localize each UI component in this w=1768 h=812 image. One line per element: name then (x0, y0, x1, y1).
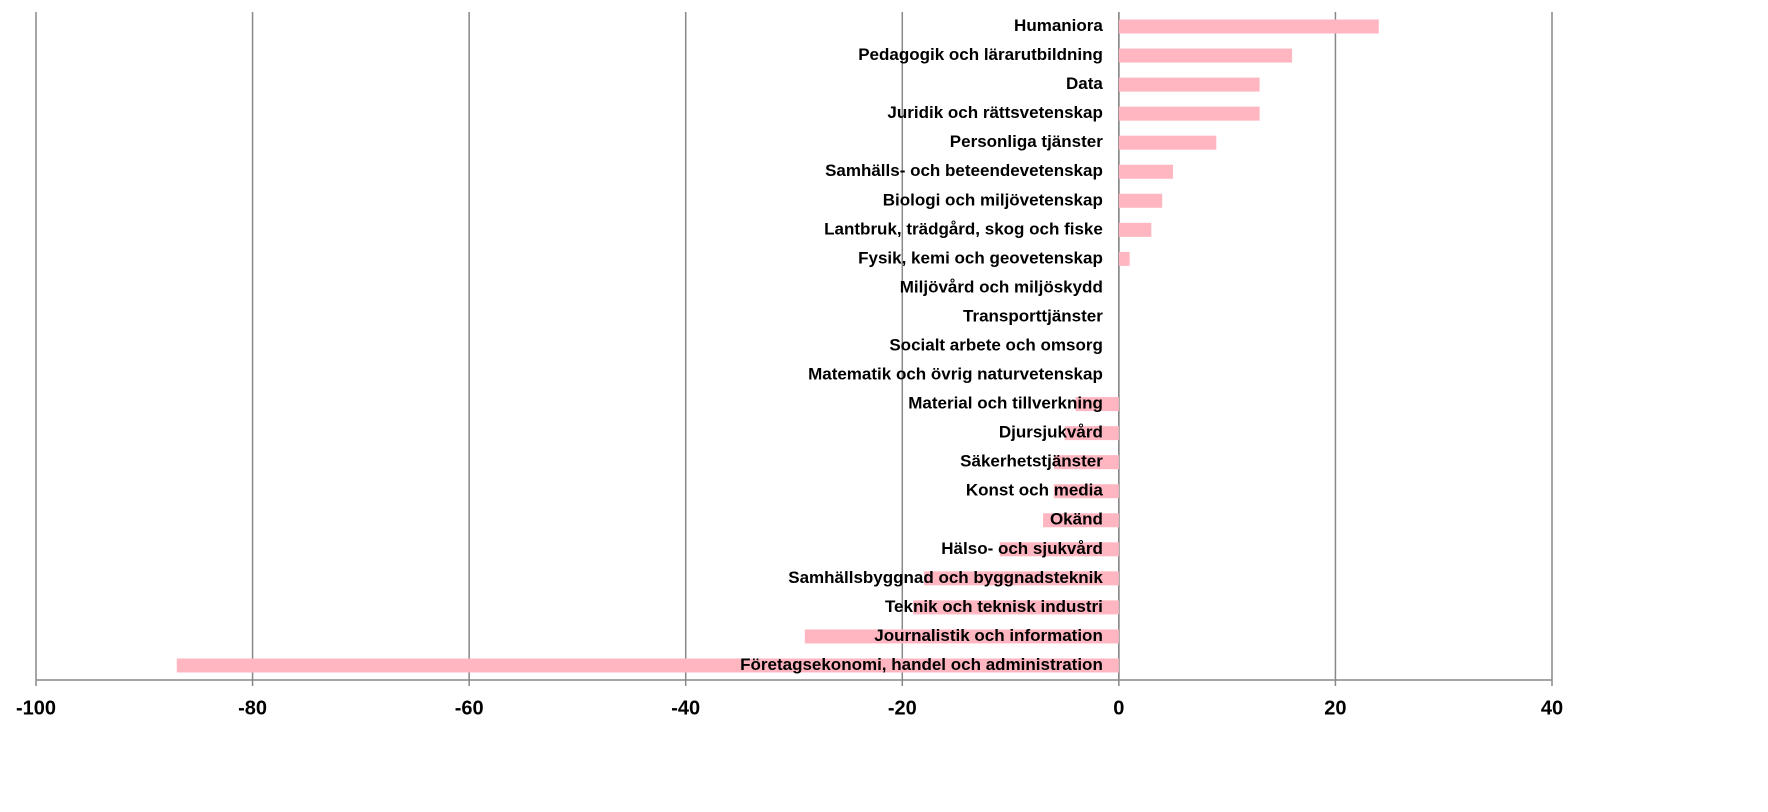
bar (1118, 48, 1293, 63)
bar (804, 629, 1119, 644)
category-label: Juridik och rättsvetenskap (887, 103, 1102, 122)
bar (1075, 397, 1119, 412)
bar (999, 542, 1119, 557)
category-label: Lantbruk, trädgård, skog och fiske (824, 219, 1103, 238)
category-label: Okänd (1050, 510, 1103, 529)
category-label: Samhälls- och beteendevetenskap (825, 161, 1103, 180)
bar (1064, 426, 1119, 441)
bar (1118, 222, 1152, 237)
category-label: Biologi och miljövetenskap (883, 190, 1103, 209)
category-label: Pedagogik och lärarutbildning (858, 45, 1103, 64)
x-tick-label: -60 (455, 697, 484, 719)
category-label: Fysik, kemi och geovetenskap (858, 248, 1103, 267)
category-label: Hälso- och sjukvård (941, 539, 1103, 558)
category-label: Material och tillverkning (908, 394, 1103, 413)
category-label: Säkerhetstjänster (960, 452, 1103, 471)
x-tick-label: -80 (238, 697, 267, 719)
bar (1118, 251, 1130, 266)
category-label: Data (1066, 74, 1103, 93)
bar (1043, 513, 1119, 528)
bar (1053, 455, 1119, 470)
x-tick-label: 0 (1113, 697, 1124, 719)
category-label: Humaniora (1014, 16, 1103, 35)
category-label: Personliga tjänster (950, 132, 1103, 151)
category-label: Djursjukvård (999, 423, 1103, 442)
category-label: Samhällsbyggnad och byggnadsteknik (788, 568, 1103, 587)
x-tick-label: -100 (16, 697, 56, 719)
x-tick-label: -20 (888, 697, 917, 719)
category-label: Transporttjänster (963, 306, 1103, 325)
bar (1118, 106, 1260, 121)
category-label: Socialt arbete och omsorg (889, 335, 1103, 354)
category-label: Konst och media (966, 481, 1104, 500)
bar (176, 658, 1119, 673)
bar (913, 600, 1119, 615)
bar (1118, 164, 1173, 179)
x-tick-label: -40 (671, 697, 700, 719)
bar (1118, 77, 1260, 92)
bar (1053, 484, 1119, 499)
category-label: Teknik och teknisk industri (885, 597, 1103, 616)
x-tick-label: 40 (1541, 697, 1563, 719)
bar (1118, 135, 1217, 150)
bar (1118, 19, 1379, 34)
bar (1118, 193, 1163, 208)
category-label: Företagsekonomi, handel och administrati… (740, 655, 1103, 674)
category-label: Journalistik och information (874, 626, 1103, 645)
x-tick-label: 20 (1324, 697, 1346, 719)
bar (923, 571, 1119, 586)
category-label: Matematik och övrig naturvetenskap (808, 365, 1103, 384)
category-label: Miljövård och miljöskydd (900, 277, 1103, 296)
